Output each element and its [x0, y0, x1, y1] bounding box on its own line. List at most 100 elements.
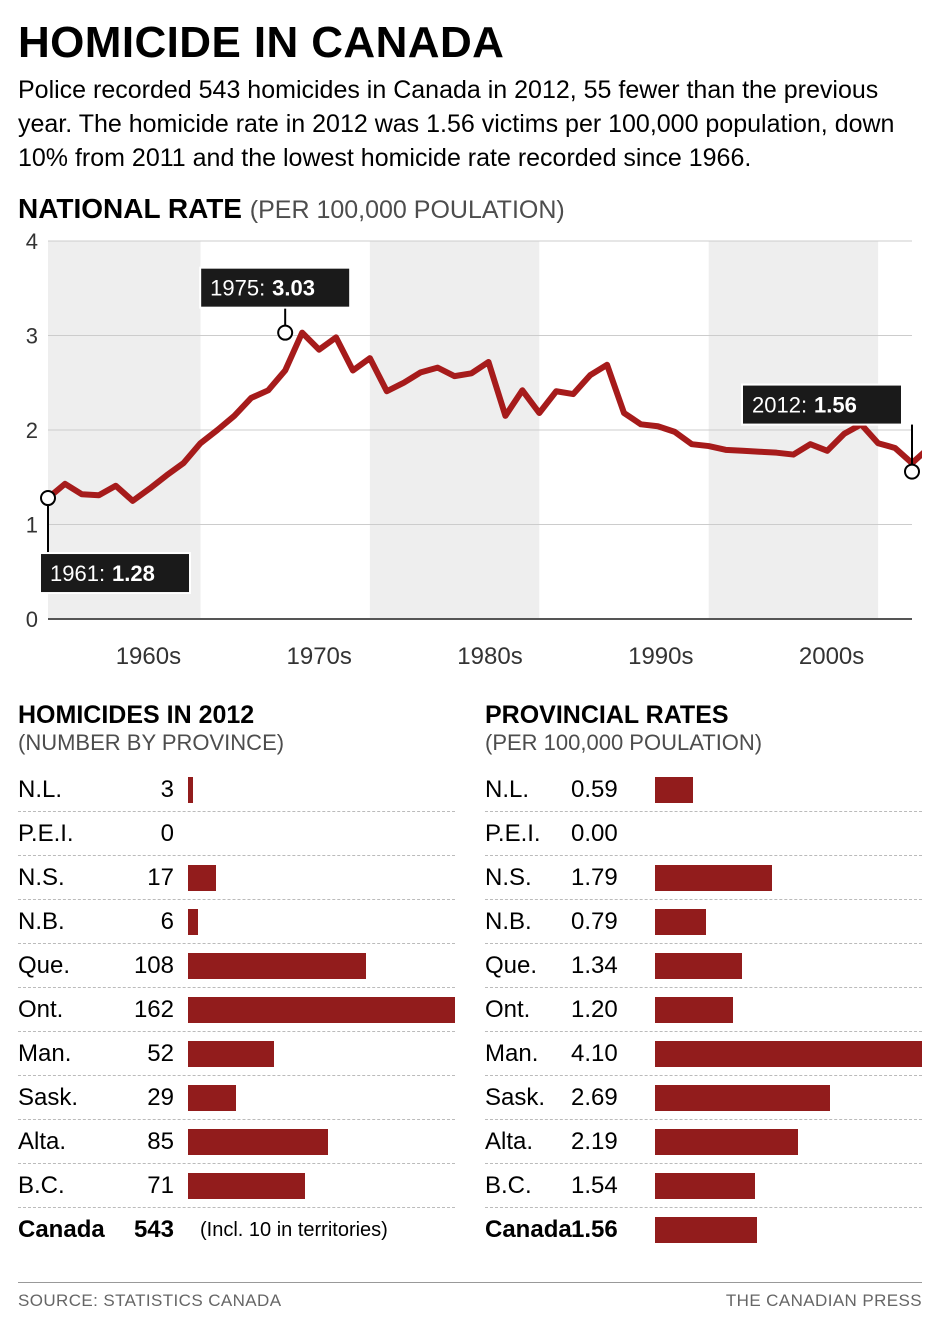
province-label: Ont. — [485, 996, 571, 1024]
bar-cell — [188, 865, 455, 891]
value-label: 0.59 — [571, 776, 641, 804]
bar-cell — [655, 1129, 922, 1155]
province-label: Ont. — [18, 996, 104, 1024]
bar — [188, 1041, 274, 1067]
bar-cell — [655, 953, 922, 979]
left-table-subtitle: (NUMBER BY PROVINCE) — [18, 730, 455, 756]
total-label: Canada — [18, 1216, 104, 1244]
rates-table: PROVINCIAL RATES (PER 100,000 POULATION)… — [485, 691, 922, 1252]
homicides-table: HOMICIDES IN 2012 (NUMBER BY PROVINCE) N… — [18, 691, 455, 1252]
bar-cell — [655, 909, 922, 935]
right-table-subtitle: (PER 100,000 POULATION) — [485, 730, 922, 756]
table-row: N.L.3 — [18, 768, 455, 812]
province-label: Que. — [18, 952, 104, 980]
table-row: Ont.162 — [18, 988, 455, 1032]
bar-cell — [655, 777, 922, 803]
bar — [188, 777, 193, 803]
bar-cell — [188, 997, 455, 1023]
bar-cell — [655, 1173, 922, 1199]
x-label: 1960s — [63, 643, 234, 671]
svg-text:1.56: 1.56 — [814, 393, 857, 418]
table-row: Ont.1.20 — [485, 988, 922, 1032]
chart-subtitle: (PER 100,000 POULATION) — [250, 196, 565, 224]
table-row: N.S.1.79 — [485, 856, 922, 900]
bar — [655, 909, 706, 935]
source-text: SOURCE: STATISTICS CANADA — [18, 1291, 281, 1311]
province-label: Sask. — [18, 1084, 104, 1112]
bar — [655, 1085, 830, 1111]
svg-text:2: 2 — [26, 418, 38, 443]
province-label: N.B. — [18, 908, 104, 936]
value-label: 71 — [104, 1172, 174, 1200]
left-table-title: HOMICIDES IN 2012 — [18, 701, 455, 730]
svg-text:4: 4 — [26, 231, 38, 254]
province-label: B.C. — [485, 1172, 571, 1200]
bar-cell — [188, 1129, 455, 1155]
province-label: N.S. — [485, 864, 571, 892]
total-value: 543 — [104, 1216, 174, 1244]
svg-text:0: 0 — [26, 607, 38, 631]
value-label: 85 — [104, 1128, 174, 1156]
total-note: (Incl. 10 in territories) — [200, 1219, 388, 1242]
table-row: N.S.17 — [18, 856, 455, 900]
x-label: 2000s — [746, 643, 917, 671]
bar — [655, 1041, 922, 1067]
value-label: 0.00 — [571, 820, 641, 848]
bar-cell — [188, 777, 455, 803]
value-label: 6 — [104, 908, 174, 936]
province-label: Alta. — [18, 1128, 104, 1156]
bar-cell — [655, 1217, 922, 1243]
value-label: 0 — [104, 820, 174, 848]
svg-text:1975:: 1975: — [210, 276, 265, 301]
province-label: Alta. — [485, 1128, 571, 1156]
bar — [655, 1217, 757, 1243]
bar — [188, 865, 216, 891]
bar-cell — [188, 1085, 455, 1111]
bar-cell — [655, 865, 922, 891]
bar-cell — [188, 953, 455, 979]
table-row: N.B.6 — [18, 900, 455, 944]
table-row: Alta.85 — [18, 1120, 455, 1164]
bar-cell — [655, 1085, 922, 1111]
province-label: N.L. — [18, 776, 104, 804]
bar — [655, 865, 772, 891]
infographic: HOMICIDE IN CANADA Police recorded 543 h… — [0, 0, 940, 1258]
province-label: N.L. — [485, 776, 571, 804]
chart-title: NATIONAL RATE — [18, 193, 242, 224]
table-row: Que.1.34 — [485, 944, 922, 988]
province-label: P.E.I. — [485, 820, 571, 848]
bar-cell — [655, 997, 922, 1023]
province-label: Sask. — [485, 1084, 571, 1112]
table-row: B.C.1.54 — [485, 1164, 922, 1208]
value-label: 2.19 — [571, 1128, 641, 1156]
value-label: 1.34 — [571, 952, 641, 980]
table-row: B.C.71 — [18, 1164, 455, 1208]
bar — [188, 1173, 305, 1199]
bar — [655, 997, 733, 1023]
value-label: 162 — [104, 996, 174, 1024]
svg-text:3.03: 3.03 — [272, 276, 315, 301]
value-label: 108 — [104, 952, 174, 980]
line-chart: 012341961:1.281975:3.032012:1.56 — [18, 231, 922, 631]
bar-cell — [188, 1041, 455, 1067]
bar — [655, 777, 693, 803]
value-label: 17 — [104, 864, 174, 892]
bar-cell — [655, 1041, 922, 1067]
table-row: P.E.I.0 — [18, 812, 455, 856]
bar — [655, 1173, 755, 1199]
value-label: 1.20 — [571, 996, 641, 1024]
province-label: N.B. — [485, 908, 571, 936]
value-label: 4.10 — [571, 1040, 641, 1068]
intro-text: Police recorded 543 homicides in Canada … — [18, 74, 922, 175]
value-label: 1.79 — [571, 864, 641, 892]
value-label: 1.54 — [571, 1172, 641, 1200]
bar-cell — [188, 821, 455, 847]
main-title: HOMICIDE IN CANADA — [18, 18, 922, 68]
value-label: 29 — [104, 1084, 174, 1112]
x-label: 1980s — [405, 643, 576, 671]
svg-text:2012:: 2012: — [752, 393, 807, 418]
table-row: Que.108 — [18, 944, 455, 988]
province-label: N.S. — [18, 864, 104, 892]
province-label: B.C. — [18, 1172, 104, 1200]
tables-row: HOMICIDES IN 2012 (NUMBER BY PROVINCE) N… — [18, 691, 922, 1252]
